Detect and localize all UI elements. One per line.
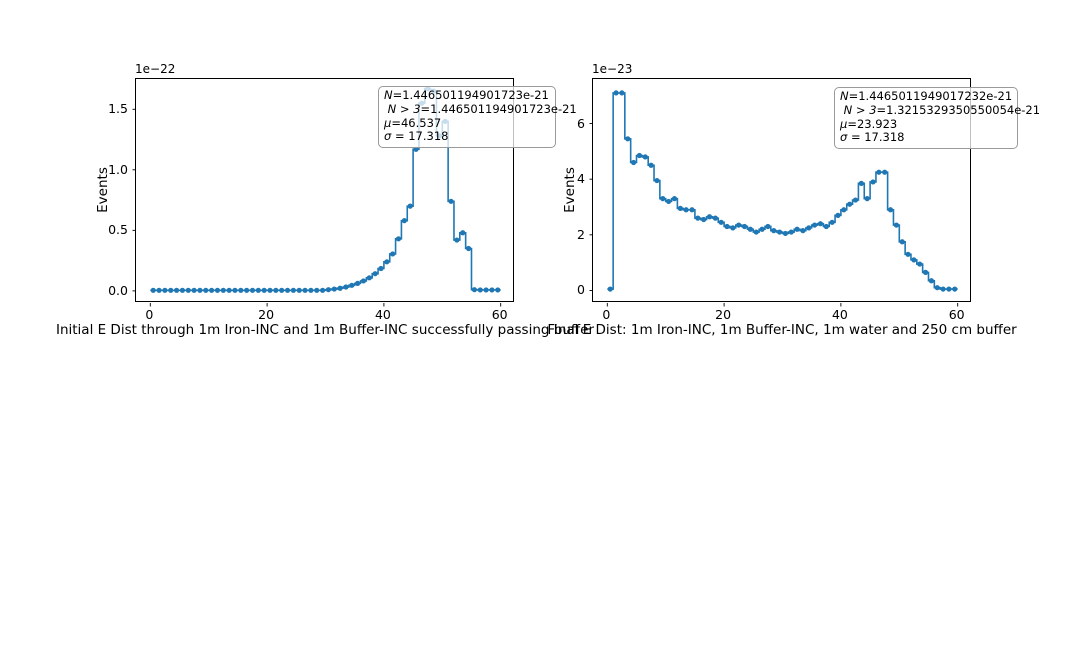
x-tick-label: 40 xyxy=(831,307,848,322)
x-tick-label: 0 xyxy=(602,307,611,322)
stats-value: =1.3215329350550054e-21 xyxy=(876,102,1041,117)
y-tick-label: 0 xyxy=(577,282,585,298)
y-axis-label-right: Events xyxy=(562,167,578,213)
stats-variable: N xyxy=(840,89,849,103)
stats-variable: N > 3 xyxy=(840,102,877,117)
stats-variable: μ xyxy=(840,116,848,131)
stats-variable: N xyxy=(384,88,393,102)
stats-variable: σ xyxy=(840,130,848,145)
stats-line: N > 3=1.446501194901723e-21 xyxy=(384,101,577,117)
y-tick-label: 1.0 xyxy=(108,161,128,177)
y-tick-label: 0.0 xyxy=(108,282,128,298)
stats-annotation-right: N=1.4465011949017232e-21 N > 3=1.3215329… xyxy=(834,87,1040,150)
stats-variable: μ xyxy=(384,115,392,130)
y-tick-label: 2 xyxy=(577,226,585,242)
stats-value: =1.446501194901723e-21 xyxy=(420,101,577,116)
stats-value: = 17.318 xyxy=(847,130,905,145)
y-tick-label: 6 xyxy=(577,115,585,131)
y-tick-label: 4 xyxy=(577,171,585,187)
y-tick-label: 1.5 xyxy=(108,101,128,117)
x-tick-label: 20 xyxy=(258,307,275,322)
stats-line: N=1.4465011949017232e-21 xyxy=(840,89,1013,104)
x-tick-label: 40 xyxy=(374,307,391,322)
stats-variable: σ xyxy=(384,129,392,144)
stats-line: μ=46.537 xyxy=(384,115,550,131)
stats-line: N=1.446501194901723e-21 xyxy=(384,88,550,103)
x-tick-label: 0 xyxy=(145,307,154,322)
stats-value: =1.446501194901723e-21 xyxy=(392,88,549,102)
stats-value: =46.537 xyxy=(391,115,442,130)
right-histogram-plot xyxy=(589,90,959,307)
y-tick-label: 0.5 xyxy=(108,222,128,238)
stats-line: σ = 17.318 xyxy=(384,129,550,144)
stats-line: μ=23.923 xyxy=(840,116,1012,132)
axis-offset-label-left: 1e−22 xyxy=(135,62,176,76)
histogram-step-line xyxy=(607,92,958,290)
stats-line: σ = 17.318 xyxy=(840,130,1012,145)
stats-variable: N > 3 xyxy=(384,101,421,116)
x-tick-label: 20 xyxy=(715,307,732,322)
tick-marks xyxy=(589,123,959,307)
stats-value: =23.923 xyxy=(847,116,898,131)
x-axis-title-right: Final E Dist: 1m Iron-INC, 1m Buffer-INC… xyxy=(547,322,1017,338)
x-axis-title-left: Initial E Dist through 1m Iron-INC and 1… xyxy=(55,322,595,338)
axis-offset-label-right: 1e−23 xyxy=(592,62,633,76)
stats-value: =1.4465011949017232e-21 xyxy=(848,89,1013,103)
stats-line: N > 3=1.3215329350550054e-21 xyxy=(840,102,1040,118)
x-tick-label: 60 xyxy=(491,307,508,322)
x-tick-label: 60 xyxy=(948,307,965,322)
stats-value: = 17.318 xyxy=(391,129,449,144)
stats-annotation-left: N=1.446501194901723e-21 N > 3=1.44650119… xyxy=(378,86,577,149)
tick-marks xyxy=(132,108,502,307)
